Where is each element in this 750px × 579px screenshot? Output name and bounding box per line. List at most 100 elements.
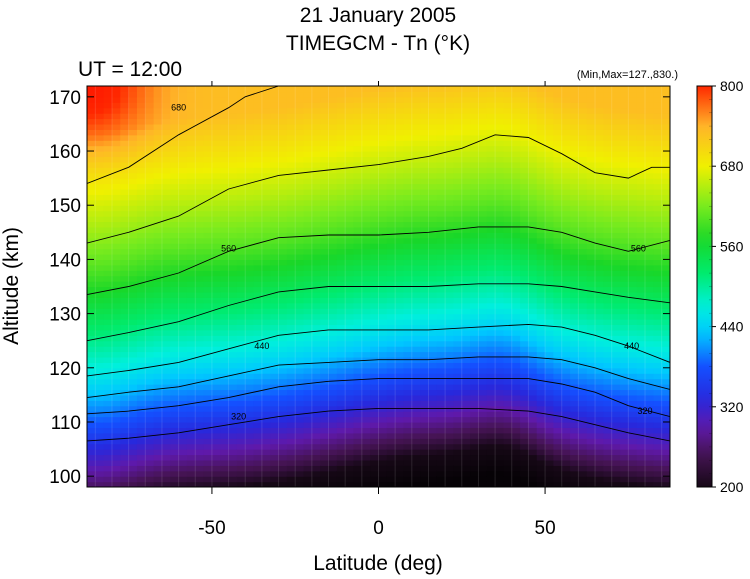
- heatmap-cell: [486, 373, 496, 380]
- heatmap-cell: [503, 427, 513, 434]
- heatmap-cell: [170, 302, 180, 309]
- heatmap-cell: [87, 335, 96, 342]
- heatmap-cell: [353, 476, 363, 483]
- heatmap-cell: [303, 199, 313, 206]
- heatmap-cell: [411, 476, 421, 483]
- heatmap-cell: [103, 449, 113, 456]
- heatmap-cell: [320, 275, 330, 282]
- heatmap-cell: [578, 107, 588, 114]
- heatmap-cell: [595, 476, 604, 483]
- heatmap-cell: [95, 216, 105, 223]
- heatmap-cell: [361, 367, 371, 374]
- heatmap-cell: [87, 123, 96, 130]
- heatmap-cell: [370, 411, 380, 418]
- heatmap-cell: [336, 243, 346, 250]
- heatmap-cell: [636, 96, 646, 103]
- heatmap-cell: [478, 324, 488, 331]
- heatmap-cell: [136, 465, 146, 472]
- heatmap-cell: [628, 167, 638, 174]
- heatmap-cell: [328, 470, 338, 477]
- heatmap-cell: [478, 167, 488, 174]
- heatmap-cell: [236, 118, 246, 125]
- heatmap-cell: [586, 373, 596, 380]
- heatmap-cell: [545, 270, 554, 277]
- heatmap-cell: [395, 454, 405, 461]
- heatmap-cell: [236, 302, 246, 309]
- heatmap-cell: [328, 134, 338, 141]
- heatmap-cell: [586, 221, 596, 228]
- heatmap-cell: [561, 351, 571, 358]
- heatmap-cell: [386, 253, 396, 261]
- heatmap-cell: [528, 161, 538, 168]
- heatmap-cell: [553, 248, 563, 255]
- heatmap-cell: [470, 270, 480, 277]
- heatmap-cell: [220, 378, 230, 385]
- heatmap-cell: [286, 291, 296, 298]
- heatmap-cell: [95, 470, 105, 477]
- heatmap-cell: [228, 91, 238, 98]
- heatmap-cell: [461, 351, 471, 358]
- heatmap-cell: [311, 151, 321, 158]
- heatmap-cell: [103, 243, 113, 250]
- heatmap-cell: [478, 329, 488, 336]
- heatmap-cell: [270, 432, 280, 439]
- heatmap-cell: [470, 248, 480, 255]
- heatmap-cell: [178, 459, 188, 466]
- heatmap-cell: [336, 470, 346, 477]
- heatmap-cell: [353, 335, 363, 342]
- heatmap-cell: [186, 270, 196, 277]
- heatmap-cell: [378, 335, 388, 342]
- heatmap-cell: [486, 470, 496, 477]
- heatmap-cell: [503, 346, 513, 353]
- heatmap-cell: [103, 237, 113, 244]
- heatmap-cell: [320, 443, 330, 450]
- heatmap-cell: [403, 470, 413, 477]
- heatmap-cell: [211, 470, 221, 477]
- heatmap-cell: [620, 367, 629, 374]
- heatmap-cell: [420, 134, 430, 141]
- heatmap-cell: [445, 454, 455, 461]
- heatmap-cell: [478, 226, 488, 233]
- heatmap-cell: [111, 161, 121, 168]
- heatmap-cell: [436, 178, 446, 185]
- heatmap-cell: [528, 270, 538, 277]
- heatmap-cell: [195, 416, 205, 423]
- heatmap-cell: [386, 324, 396, 331]
- heatmap-cell: [245, 459, 255, 466]
- heatmap-cell: [320, 313, 330, 320]
- heatmap-cell: [545, 356, 554, 363]
- heatmap-cell: [595, 140, 604, 147]
- heatmap-cell: [370, 319, 380, 326]
- heatmap-cell: [486, 140, 496, 147]
- heatmap-cell: [570, 161, 579, 168]
- heatmap-cell: [553, 324, 563, 331]
- heatmap-cell: [470, 199, 480, 206]
- heatmap-cell: [87, 205, 96, 212]
- heatmap-cell: [95, 199, 105, 206]
- heatmap-cell: [445, 481, 455, 487]
- heatmap-cell: [303, 389, 313, 396]
- heatmap-cell: [378, 226, 388, 233]
- heatmap-cell: [128, 243, 138, 250]
- heatmap-cell: [186, 351, 196, 358]
- heatmap-cell: [103, 340, 113, 347]
- heatmap-cell: [145, 335, 155, 342]
- heatmap-cell: [328, 167, 338, 174]
- heatmap-cell: [128, 96, 138, 103]
- heatmap-cell: [361, 188, 371, 195]
- heatmap-cell: [378, 86, 388, 93]
- heatmap-cell: [95, 438, 105, 445]
- heatmap-cell: [203, 356, 213, 363]
- heatmap-cell: [578, 476, 588, 483]
- heatmap-cell: [520, 400, 530, 407]
- heatmap-cell: [228, 454, 238, 461]
- heatmap-cell: [470, 194, 480, 201]
- heatmap-cell: [545, 264, 554, 271]
- heatmap-cell: [161, 384, 171, 391]
- heatmap-cell: [245, 465, 255, 472]
- heatmap-cell: [570, 367, 579, 374]
- heatmap-cell: [345, 259, 355, 266]
- heatmap-cell: [145, 183, 155, 190]
- heatmap-cell: [161, 107, 171, 114]
- heatmap-cell: [245, 270, 255, 277]
